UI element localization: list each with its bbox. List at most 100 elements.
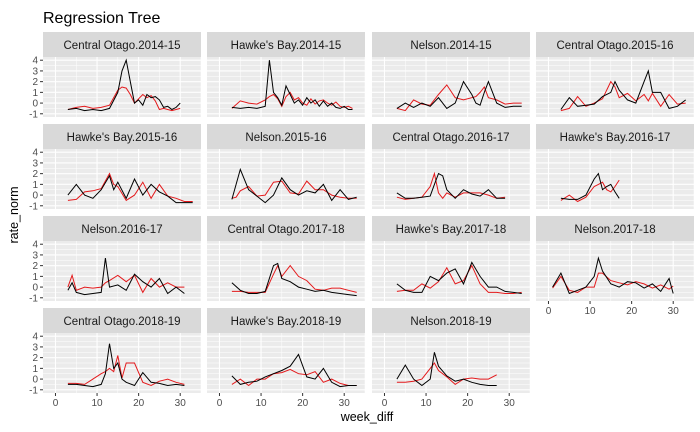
actual-series-line	[560, 172, 620, 200]
y-tick-label: 4	[32, 56, 38, 67]
actual-series-line	[560, 69, 687, 110]
facet-strip	[207, 308, 365, 333]
predicted-series-line	[67, 355, 185, 387]
predicted-series-line	[67, 273, 185, 294]
y-tick-label: 1	[32, 364, 38, 375]
facet-panel: Hawke's Bay.2018-19 0 10 20 30	[207, 308, 366, 409]
y-tick-label: 0	[32, 191, 38, 202]
facet-strip	[207, 32, 365, 57]
y-tick-label: 1	[32, 88, 38, 99]
y-tick-label: -1	[29, 109, 38, 120]
actual-series-line	[67, 258, 185, 296]
predicted-series-line	[67, 172, 193, 202]
y-tick-label: 1	[32, 180, 38, 191]
facet-panel: Hawke's Bay.2014-15	[207, 32, 366, 117]
x-tick-label: 30	[504, 398, 516, 409]
x-tick-label: 10	[91, 398, 103, 409]
facet-strip	[536, 124, 694, 149]
x-axis-title: week_diff	[340, 410, 394, 424]
facet-strip-label: Nelson.2015-16	[245, 132, 326, 144]
y-tick-label: -1	[29, 293, 38, 304]
facet-strip	[43, 308, 201, 333]
facet-strip	[372, 124, 530, 149]
x-tick-label: 20	[462, 398, 474, 409]
x-tick-label: 10	[584, 306, 596, 317]
facet-strip-label: Hawke's Bay.2015-16	[67, 132, 178, 144]
x-tick-label: 10	[255, 398, 267, 409]
actual-series-line	[67, 58, 181, 112]
predicted-series-line	[396, 264, 522, 294]
facet-strip-label: Hawke's Bay.2014-15	[231, 40, 342, 52]
facet-strip	[536, 216, 694, 241]
chart-title: Regression Tree	[43, 10, 160, 27]
y-tick-label: 0	[32, 375, 38, 386]
y-tick-label: 3	[32, 342, 38, 353]
x-tick-label: 0	[53, 398, 59, 409]
x-tick-label: 30	[339, 398, 351, 409]
y-tick-label: 2	[32, 169, 38, 180]
facet-panel: Central Otago.2017-18	[207, 216, 366, 301]
facet-strip-label: Nelson.2017-18	[574, 224, 655, 236]
y-tick-label: -1	[29, 201, 38, 212]
facet-strip-label: Central Otago.2015-16	[557, 40, 674, 52]
y-tick-label: 3	[32, 158, 38, 169]
actual-series-line	[396, 352, 497, 387]
y-tick-label: 4	[32, 240, 38, 251]
actual-series-line	[231, 167, 357, 204]
facet-panel: Nelson.2014-15	[372, 32, 531, 117]
facet-strip	[207, 216, 365, 241]
y-tick-label: 2	[32, 261, 38, 272]
facet-strip	[372, 32, 530, 57]
facet-panel: Nelson.2018-19 0 10 20 30	[372, 308, 531, 409]
y-tick-label: 2	[32, 77, 38, 88]
x-tick-label: 20	[626, 306, 638, 317]
y-tick-label: 3	[32, 66, 38, 77]
facet-strip-label: Central Otago.2014-15	[64, 40, 181, 52]
actual-series-line	[552, 256, 674, 295]
x-tick-label: 20	[297, 398, 309, 409]
x-tick-label: 0	[546, 306, 552, 317]
y-tick-label: 0	[32, 99, 38, 110]
actual-series-line	[396, 261, 522, 294]
x-tick-label: 30	[668, 306, 680, 317]
facet-strip	[536, 32, 694, 57]
facet-strip-label: Nelson.2014-15	[410, 40, 491, 52]
facet-strip-label: Hawke's Bay.2016-17	[560, 132, 671, 144]
x-tick-label: 30	[175, 398, 187, 409]
facet-strip	[43, 32, 201, 57]
actual-series-line	[396, 80, 522, 110]
y-tick-label: -1	[29, 385, 38, 396]
facet-panel: Nelson.2015-16	[207, 124, 366, 209]
actual-series-line	[67, 174, 193, 204]
predicted-series-line	[396, 362, 497, 386]
actual-series-line	[231, 60, 353, 110]
y-tick-label: 4	[32, 332, 38, 343]
facet-panel: Central Otago.2016-17	[372, 124, 531, 209]
actual-series-line	[231, 262, 357, 297]
y-tick-label: 1	[32, 272, 38, 283]
predicted-series-line	[231, 180, 357, 199]
y-tick-label: 0	[32, 283, 38, 294]
x-tick-label: 10	[420, 398, 432, 409]
actual-series-line	[231, 353, 357, 388]
facet-strip-label: Central Otago.2018-19	[64, 316, 181, 328]
x-tick-label: 20	[133, 398, 145, 409]
facet-panel: Central Otago.2015-16	[536, 32, 695, 117]
facet-strip-label: Central Otago.2016-17	[393, 132, 510, 144]
facet-panel: Hawke's Bay.2017-18	[372, 216, 531, 301]
y-tick-label: 3	[32, 250, 38, 261]
facet-strip	[372, 308, 530, 333]
facet-strip	[207, 124, 365, 149]
facet-strip-label: Nelson.2016-17	[81, 224, 162, 236]
facet-strip	[372, 216, 530, 241]
facet-panel: Nelson.2017-18 0 10 20 30	[536, 216, 695, 317]
facet-panel: Hawke's Bay.2016-17	[536, 124, 695, 209]
facet-strip	[43, 124, 201, 149]
facet-strip-label: Central Otago.2017-18	[228, 224, 345, 236]
